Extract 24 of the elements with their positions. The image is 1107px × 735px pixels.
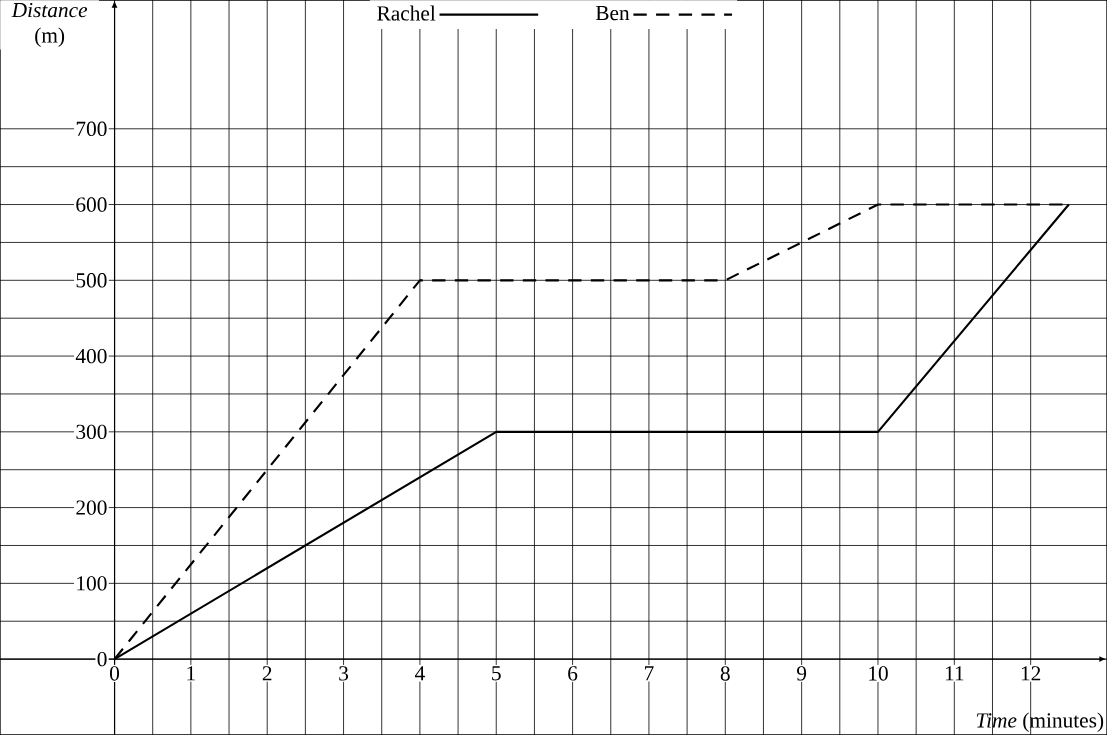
x-tick-label: 4 [414,666,425,681]
y-axis-title: Distance (m) [11,3,88,47]
x-tick-label: 2 [262,666,272,681]
x-tick-label: 3 [339,666,349,681]
y-tick-label: 200 [76,500,107,515]
y-tick-label: 100 [77,576,107,591]
y-tick-label: 700 [76,121,107,137]
x-tick-label: 11 [945,666,964,681]
x-tick-label: 12 [1021,666,1041,681]
x-tick-label: 1 [187,666,195,681]
x-tick-label: 5 [492,666,501,681]
x-tick-label: 6 [568,666,578,681]
y-tick-label: 500 [76,273,107,288]
x-tick-label: 9 [796,666,807,681]
legend-label: Ben [595,6,630,21]
y-tick-label: 400 [75,348,107,364]
y-tick-label: 0 [97,651,107,667]
x-tick-label: 0 [110,666,120,681]
x-tick-label: 7 [645,666,654,681]
legend-label: Rachel [377,5,436,21]
x-tick-label: 8 [720,666,730,681]
y-tick-label: 300 [76,424,107,440]
x-tick-label: 10 [869,666,888,681]
y-tick-label: 600 [76,197,107,212]
